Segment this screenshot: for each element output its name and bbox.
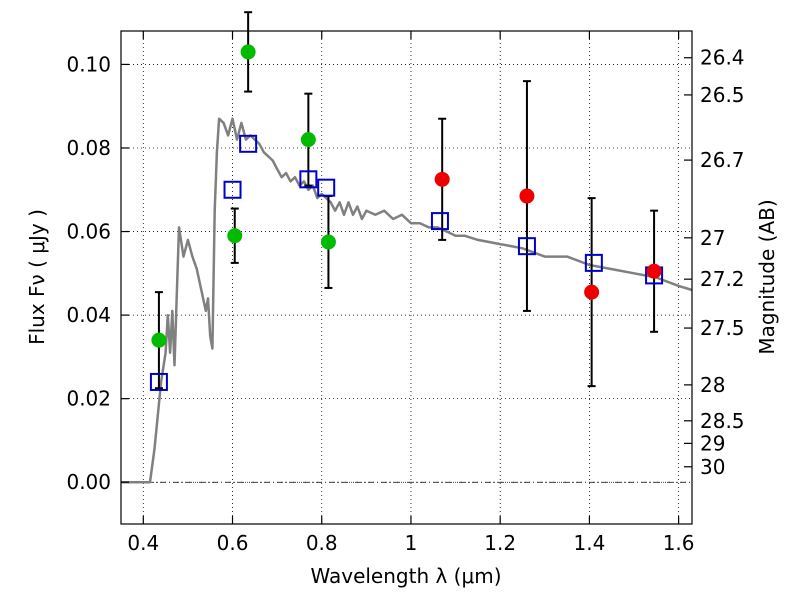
y-tick-label: 0.00 bbox=[66, 470, 111, 494]
y2-tick-label: 26.7 bbox=[700, 148, 745, 172]
x-tick-label: 1.2 bbox=[484, 531, 516, 555]
model-photometry-marker bbox=[317, 178, 336, 197]
photometry-point bbox=[320, 234, 336, 250]
grid bbox=[121, 31, 692, 524]
x-tick-label: 0.8 bbox=[306, 531, 338, 555]
model-photometry-squares bbox=[149, 134, 664, 391]
y-tick-label: 0.06 bbox=[66, 220, 111, 244]
y2-tick-label: 27.5 bbox=[700, 316, 745, 340]
plot-frame bbox=[120, 30, 693, 525]
x-axis-label: Wavelength λ (μm) bbox=[310, 564, 501, 588]
y-tick-label: 0.02 bbox=[66, 387, 111, 411]
y-axis-ticks: 0.00 0.02 0.04 0.06 0.08 0.10 bbox=[66, 52, 129, 494]
x-tick-label: 0.6 bbox=[217, 531, 249, 555]
model-spectrum bbox=[121, 117, 693, 484]
model-photometry-marker bbox=[223, 180, 242, 199]
x-tick-label: 1.6 bbox=[663, 531, 695, 555]
y-tick-label: 0.04 bbox=[66, 303, 111, 327]
x-tick-label: 1 bbox=[405, 531, 418, 555]
y2-tick-label: 27.2 bbox=[700, 267, 745, 291]
model-photometry-marker bbox=[239, 134, 258, 153]
model-spectrum-line bbox=[121, 117, 693, 484]
photometry-point bbox=[584, 284, 600, 300]
model-photometry-marker bbox=[517, 237, 536, 256]
y2-tick-label: 26.5 bbox=[700, 83, 745, 107]
y2-tick-label: 29 bbox=[700, 431, 725, 455]
model-photometry-marker bbox=[584, 253, 603, 272]
photometry-point bbox=[240, 44, 256, 60]
error-bars bbox=[154, 11, 659, 390]
y-tick-label: 0.10 bbox=[66, 52, 111, 76]
photometry-point bbox=[646, 263, 662, 279]
photometry-point bbox=[519, 188, 535, 204]
photometry-point bbox=[227, 228, 243, 244]
model-photometry-marker bbox=[299, 170, 318, 189]
y2-axis-label: Magnitude (AB) bbox=[755, 199, 779, 354]
y2-tick-label: 26.4 bbox=[700, 46, 745, 70]
x-axis-ticks: 0.4 0.6 0.8 1 1.2 1.4 1.6 bbox=[127, 31, 695, 555]
y-tick-label: 0.08 bbox=[66, 136, 111, 160]
photometry-point bbox=[300, 132, 316, 148]
x-tick-label: 1.4 bbox=[573, 531, 605, 555]
y-axis-label: Flux Fν ( μJy ) bbox=[25, 209, 49, 345]
y2-tick-label: 28.5 bbox=[700, 409, 745, 433]
model-photometry-marker bbox=[430, 212, 449, 231]
model-photometry-marker bbox=[149, 372, 168, 391]
x-tick-label: 0.4 bbox=[127, 531, 159, 555]
photometry-point bbox=[151, 332, 167, 348]
observed-photometry-points bbox=[151, 44, 662, 348]
y2-tick-label: 27 bbox=[700, 226, 725, 250]
y2-tick-label: 30 bbox=[700, 455, 725, 479]
y2-tick-label: 28 bbox=[700, 373, 725, 397]
photometry-point bbox=[434, 171, 450, 187]
